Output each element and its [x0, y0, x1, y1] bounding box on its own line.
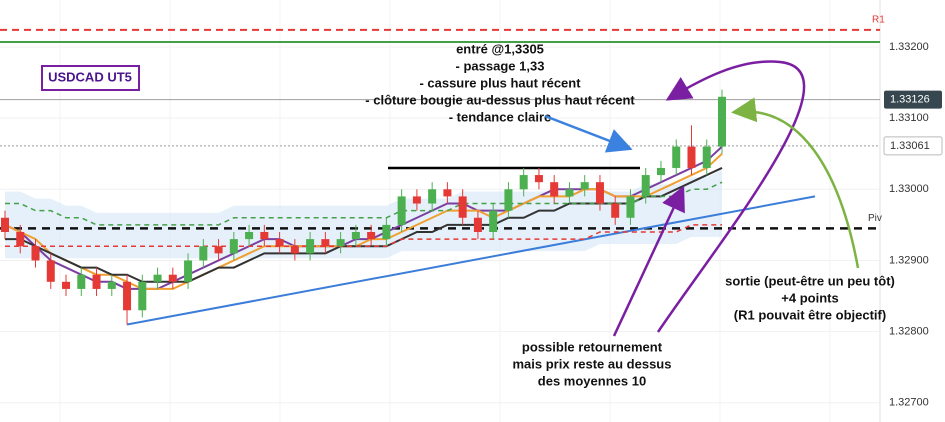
candle-body: [77, 274, 86, 289]
candle-body: [656, 167, 665, 176]
candle-body: [62, 281, 71, 289]
candle-body: [168, 274, 177, 282]
candle-body: [473, 217, 482, 232]
candle-body: [16, 231, 25, 247]
note-line: possible retournement: [522, 339, 663, 354]
note-line: +4 points: [781, 290, 838, 305]
chart-title: USDCAD UT5: [48, 69, 132, 84]
y-tick-label: 1.32700: [889, 397, 929, 409]
candle-body: [412, 196, 421, 204]
candle-body: [306, 239, 315, 254]
candle-body: [123, 281, 132, 311]
ma-line: [5, 224, 722, 247]
candle-body: [550, 182, 559, 197]
note-line: mais prix reste au dessus: [513, 356, 672, 371]
arrow: [612, 185, 685, 337]
note-line: - cassure plus haut récent: [419, 75, 581, 90]
candle-body: [397, 196, 406, 225]
title-box: [41, 65, 140, 91]
candle-body: [275, 239, 284, 247]
note-line: des moyennes 10: [538, 373, 646, 388]
candle-body: [367, 231, 376, 240]
note-line: entré @1,3305: [456, 41, 544, 56]
candle-body: [290, 246, 299, 254]
candle-body: [641, 175, 650, 197]
candle-body: [672, 146, 681, 168]
candle-body: [611, 203, 620, 218]
y-tick-label: 1.32800: [889, 326, 929, 338]
arrow: [544, 114, 633, 153]
candle-body: [229, 239, 238, 254]
candle-body: [702, 146, 711, 168]
note-line: sortie (peut-être un peu tôt): [725, 273, 895, 288]
candle-body: [443, 189, 452, 197]
candle-body: [534, 175, 543, 183]
pivot-label: Piv: [868, 213, 882, 224]
entry-price-box: [883, 136, 943, 156]
last-price-label: 1.33126: [890, 94, 930, 106]
band: [5, 170, 722, 259]
candle-body: [382, 224, 391, 240]
candle-body: [153, 274, 162, 282]
note-line: - passage 1,33: [456, 58, 545, 73]
candle-body: [687, 146, 696, 168]
candle-body: [321, 239, 330, 247]
entry-price-label: 1.33061: [890, 140, 930, 152]
candle-body: [489, 210, 498, 232]
y-tick-label: 1.32900: [889, 254, 929, 266]
y-tick-label: 1.33000: [889, 183, 929, 195]
candle-body: [626, 196, 635, 218]
candle-body: [336, 239, 345, 247]
note-line: - clôture bougie au-dessus plus haut réc…: [365, 92, 635, 107]
candle-body: [107, 281, 116, 289]
candle-body: [504, 189, 513, 211]
candle-body: [458, 196, 467, 218]
annotations: USDCAD UT5 entré @1,3305 - passage 1,33 …: [41, 41, 895, 388]
r1-label: R1: [872, 15, 885, 26]
candle-body: [1, 217, 9, 232]
candle-body: [718, 96, 726, 147]
arrow: [731, 97, 860, 269]
note-line: - tendance claire: [449, 109, 552, 124]
candle-body: [565, 189, 574, 197]
candle-body: [351, 231, 360, 240]
candle-body: [428, 189, 437, 204]
plot: R1 Piv: [0, 0, 885, 422]
trendline: [126, 195, 816, 326]
y-tick-label: 1.33200: [889, 41, 929, 53]
candle-body: [199, 246, 208, 261]
candle-body: [260, 231, 269, 240]
candle-body: [214, 246, 223, 254]
candle-body: [595, 182, 604, 204]
candle-body: [580, 182, 589, 190]
y-tick-label: 1.33100: [889, 112, 929, 124]
price-axis-bg: [880, 0, 945, 422]
last-price-box: [884, 90, 942, 109]
candle-body: [184, 260, 193, 282]
candle-body: [138, 281, 147, 311]
candle-body: [92, 274, 101, 289]
candle-body: [46, 260, 55, 282]
candle-body: [31, 246, 40, 261]
candle-body: [519, 175, 528, 190]
arrow: [656, 60, 806, 333]
note-line: (R1 pouvait être objectif): [734, 307, 886, 322]
candle-body: [245, 231, 254, 240]
